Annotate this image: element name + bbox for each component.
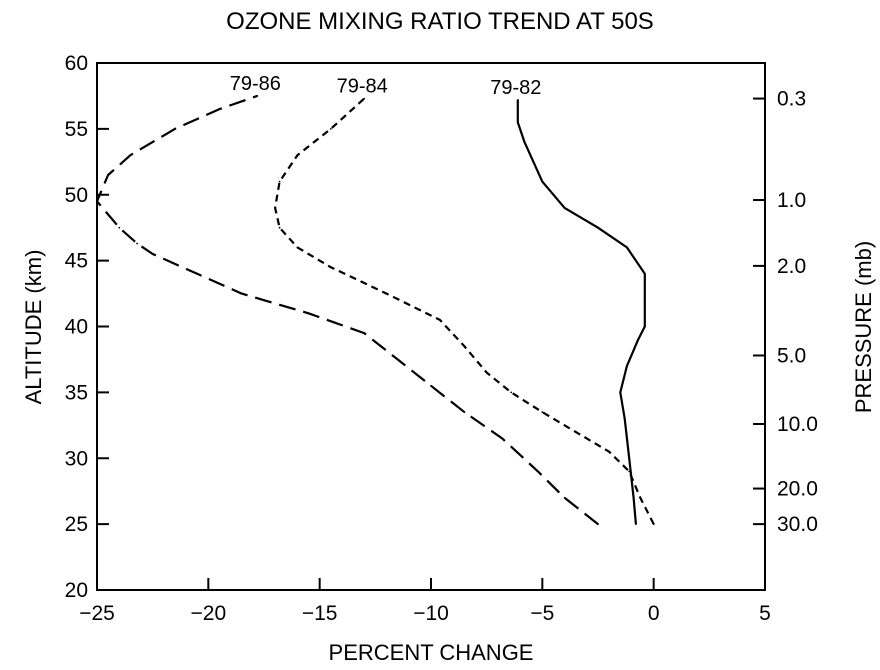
data-point (385, 292, 388, 295)
data-point (541, 411, 544, 413)
data-point (626, 365, 628, 367)
x-tick-label: −20 (191, 602, 227, 625)
series-label: 79-84 (337, 76, 388, 98)
x-tick-label: 0 (648, 602, 660, 625)
series-layer: 79-82 79-84 79-86 (95, 73, 655, 525)
data-point (439, 319, 441, 321)
data-point (652, 523, 655, 525)
data-point (537, 470, 539, 473)
y-tick-label: 45 (65, 250, 88, 273)
data-point (329, 266, 332, 269)
data-point (136, 242, 139, 245)
data-point (597, 523, 599, 525)
data-point (463, 411, 466, 413)
y-tick-label: 25 (65, 513, 88, 536)
data-point (643, 272, 646, 275)
data-point (296, 154, 299, 157)
x-axis: −25 −20 −15 −10 −5 0 5 (79, 578, 771, 625)
data-point (218, 108, 221, 110)
y-tick-label: 60 (65, 52, 88, 75)
data-point (597, 226, 599, 229)
y-tick-label: 40 (65, 316, 88, 339)
data-point (523, 141, 526, 144)
x-tick-label: −10 (413, 602, 449, 625)
series-label: 79-86 (230, 73, 281, 95)
data-point (563, 496, 566, 499)
pressure-tick-label: 5.0 (777, 344, 806, 367)
data-point (516, 121, 519, 124)
y-tick-label: 30 (65, 447, 88, 470)
series-line-79-82 (516, 99, 646, 525)
data-point (129, 154, 132, 157)
data-point (107, 174, 109, 176)
data-point (430, 384, 432, 387)
x-tick-label: −15 (302, 602, 338, 625)
data-point (363, 332, 366, 334)
data-point (563, 207, 566, 209)
data-point (278, 180, 281, 183)
data-point (516, 99, 519, 101)
series-line-79-84 (274, 97, 655, 525)
data-point (510, 391, 513, 394)
pressure-tick-label: 30.0 (777, 513, 818, 536)
data-point (637, 338, 639, 341)
y-tick-label: 50 (65, 184, 88, 207)
series-label: 79-82 (490, 77, 541, 99)
series-line-79-86 (95, 94, 599, 525)
data-point (463, 345, 466, 348)
pressure-tick-label: 2.0 (777, 255, 806, 278)
data-point (632, 496, 635, 499)
pressure-tick-label: 10.0 (777, 413, 818, 436)
data-point (485, 371, 488, 374)
chart-title: OZONE MIXING RATIO TREND AT 50S (226, 8, 654, 35)
data-point (628, 470, 631, 473)
data-point (619, 391, 622, 394)
data-point (635, 523, 637, 525)
data-point (628, 457, 631, 460)
data-point (96, 200, 98, 203)
y-tick-label: 55 (65, 118, 88, 141)
data-point (626, 246, 628, 249)
data-point (643, 299, 646, 301)
data-point (240, 292, 243, 295)
data-point (196, 272, 199, 275)
pressure-axis: 0.3 1.0 2.0 5.0 10.0 20.0 30.0 (753, 88, 818, 536)
data-point (329, 127, 332, 130)
x-tick-label: −5 (530, 602, 554, 625)
data-point (363, 97, 366, 100)
y-axis-title: ALTITUDE (km) (21, 250, 46, 405)
x-tick-label: 5 (759, 602, 771, 625)
data-point (151, 253, 154, 255)
data-point (623, 417, 626, 420)
data-point (174, 127, 176, 130)
data-point (307, 312, 310, 315)
data-point (541, 180, 544, 183)
data-point (274, 207, 276, 209)
data-point (296, 246, 299, 249)
pressure-tick-label: 1.0 (777, 189, 806, 212)
data-point (643, 325, 646, 328)
data-point (574, 431, 577, 433)
plot-frame (96, 62, 766, 591)
data-point (278, 226, 281, 229)
data-point (396, 358, 399, 361)
x-axis-title: PERCENT CHANGE (329, 640, 534, 665)
pressure-tick-label: 0.3 (777, 88, 806, 111)
pressure-tick-label: 20.0 (777, 478, 818, 501)
y-tick-label: 20 (65, 579, 88, 602)
data-point (118, 226, 121, 229)
data-point (501, 437, 504, 440)
y-tick-label: 35 (65, 381, 88, 404)
data-point (608, 450, 610, 453)
y-axis: 20 25 30 35 40 45 50 55 60 (65, 52, 109, 602)
data-point (639, 496, 642, 499)
x-tick-label: −25 (79, 602, 115, 625)
pressure-axis-title: PRESSURE (mb) (851, 241, 876, 413)
data-point (256, 95, 259, 97)
